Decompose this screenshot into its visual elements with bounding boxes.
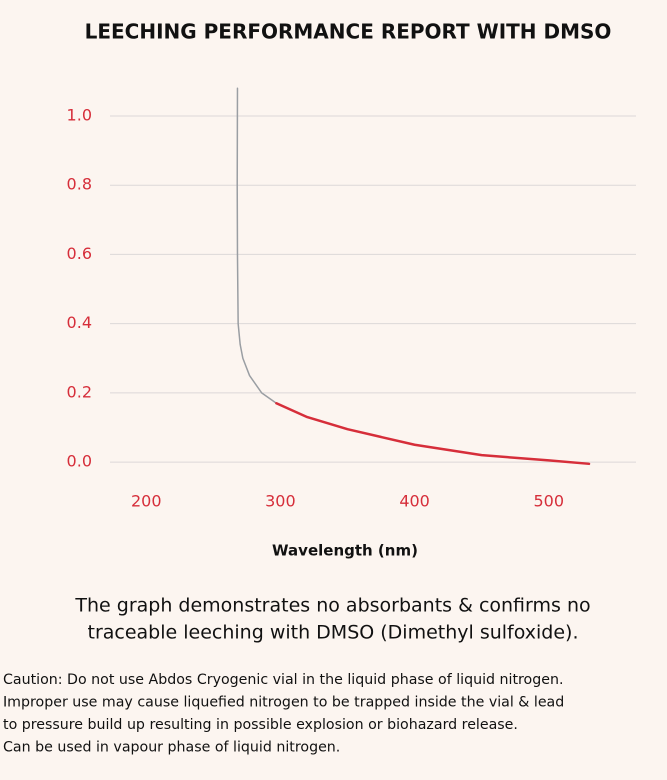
x-tick-label: 200 (131, 492, 162, 511)
caution-line: to pressure build up resulting in possib… (3, 717, 518, 733)
line-series (236, 87, 278, 404)
x-tick-label: 300 (265, 492, 296, 511)
y-tick-label: 0.8 (67, 175, 92, 194)
x-tick-label: 400 (399, 492, 430, 511)
y-tick-label: 1.0 (67, 105, 92, 124)
x-axis-label: Wavelength (nm) (272, 542, 418, 560)
caption-line: traceable leeching with DMSO (Dimethyl s… (88, 622, 579, 644)
caution-line: Improper use may cause liquefied nitroge… (3, 695, 564, 711)
line-series (275, 401, 591, 466)
caution-line: Can be used in vapour phase of liquid ni… (3, 740, 340, 756)
y-tick-label: 0.4 (67, 313, 92, 332)
y-tick-label: 0.2 (67, 382, 92, 401)
y-tick-label: 0.0 (67, 452, 92, 471)
caption-line: The graph demonstrates no absorbants & c… (74, 595, 590, 617)
chart-title: LEECHING PERFORMANCE REPORT WITH DMSO (85, 20, 612, 44)
x-tick-label: 500 (534, 492, 565, 511)
caution-line: Caution: Do not use Abdos Cryogenic vial… (3, 672, 563, 688)
y-tick-label: 0.6 (67, 244, 92, 263)
